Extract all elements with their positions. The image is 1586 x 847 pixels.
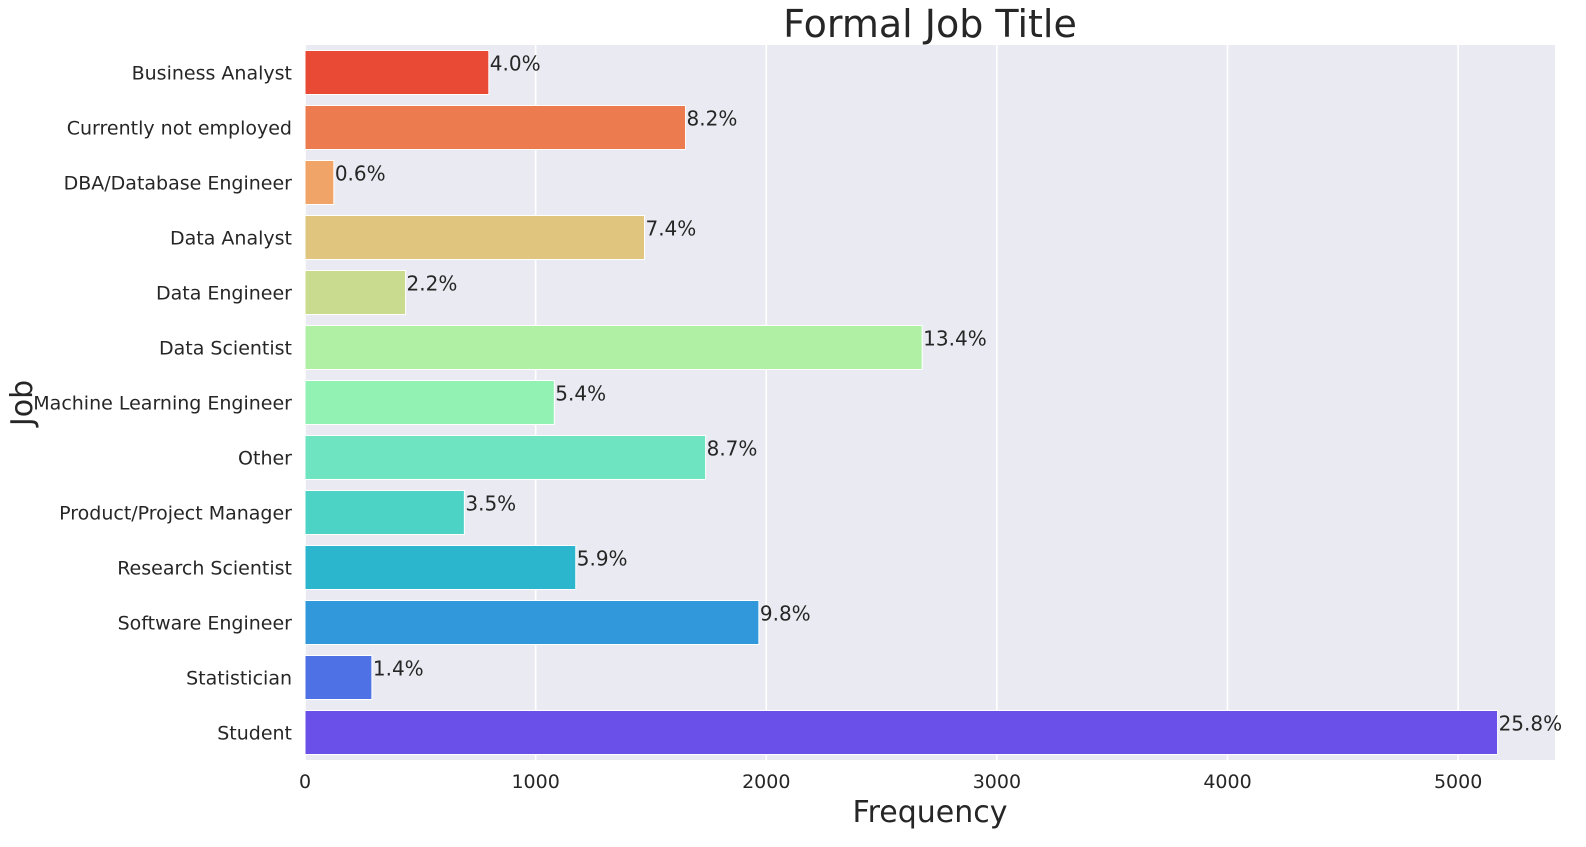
data-label: 2.2% bbox=[407, 272, 458, 296]
data-label: 4.0% bbox=[490, 52, 541, 76]
y-tick-label: Currently not employed bbox=[67, 118, 292, 140]
bar bbox=[304, 160, 335, 205]
y-tick-labels: Business Analyst Currently not employed DB… bbox=[33, 63, 292, 745]
y-tick-label: Other bbox=[238, 448, 292, 470]
data-label: 7.4% bbox=[645, 217, 696, 241]
y-tick-label: Business Analyst bbox=[132, 63, 292, 85]
data-label: 9.8% bbox=[760, 602, 811, 626]
y-axis-label: Job bbox=[5, 380, 40, 428]
y-tick-label: Statistician bbox=[186, 668, 292, 690]
y-tick-label: Software Engineer bbox=[118, 613, 293, 635]
bar bbox=[304, 435, 707, 480]
bar bbox=[304, 105, 687, 150]
y-tick-label: Machine Learning Engineer bbox=[33, 393, 292, 415]
chart-title: Formal Job Title bbox=[783, 2, 1077, 46]
y-tick-label: Data Engineer bbox=[156, 283, 292, 305]
data-label: 5.9% bbox=[577, 547, 628, 571]
x-axis-label: Frequency bbox=[853, 795, 1008, 830]
x-tick-label: 0 bbox=[299, 771, 311, 793]
data-labels: 4.0% 8.2% 0.6% 7.4% 2.2% 13.4% 5.4% 8.7% 3.5% 5.9… bbox=[335, 52, 1562, 736]
bar bbox=[304, 490, 465, 535]
y-tick-label: Data Scientist bbox=[159, 338, 292, 360]
y-tick-label: Product/Project Manager bbox=[59, 503, 292, 525]
bars bbox=[304, 50, 1499, 755]
data-label: 25.8% bbox=[1499, 712, 1563, 736]
data-label: 8.7% bbox=[707, 437, 758, 461]
bar bbox=[304, 545, 577, 590]
bar bbox=[304, 50, 490, 95]
x-tick-label: 1000 bbox=[511, 771, 559, 793]
x-tick-label: 5000 bbox=[1434, 771, 1482, 793]
data-label: 3.5% bbox=[465, 492, 516, 516]
bar bbox=[304, 710, 1499, 755]
bar bbox=[304, 600, 760, 645]
bar bbox=[304, 270, 407, 315]
bar bbox=[304, 380, 555, 425]
y-tick-label: Student bbox=[217, 723, 292, 745]
y-tick-label: Data Analyst bbox=[170, 228, 292, 250]
bar bbox=[304, 655, 373, 700]
x-tick-label: 3000 bbox=[973, 771, 1021, 793]
bar bbox=[304, 325, 923, 370]
y-tick-label: DBA/Database Engineer bbox=[64, 173, 293, 195]
bar bbox=[304, 215, 645, 260]
data-label: 1.4% bbox=[373, 657, 424, 681]
data-label: 0.6% bbox=[335, 162, 386, 186]
data-label: 13.4% bbox=[923, 327, 987, 351]
y-tick-label: Research Scientist bbox=[117, 558, 292, 580]
data-label: 8.2% bbox=[687, 107, 738, 131]
x-tick-label: 2000 bbox=[742, 771, 790, 793]
data-label: 5.4% bbox=[555, 382, 606, 406]
x-tick-labels: 0 1000 2000 3000 4000 5000 bbox=[299, 771, 1482, 793]
x-tick-label: 4000 bbox=[1203, 771, 1251, 793]
